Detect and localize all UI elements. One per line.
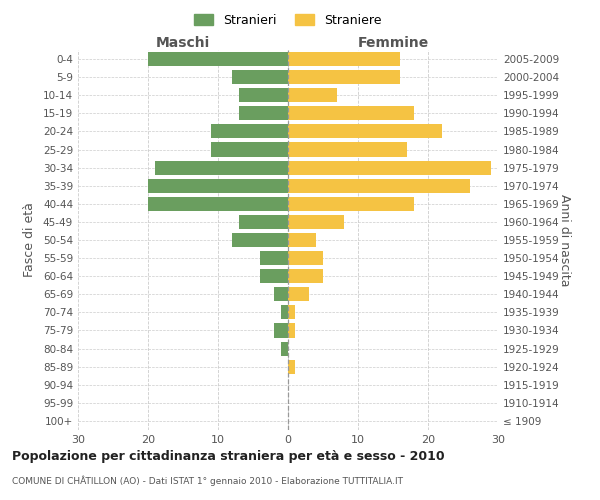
Bar bbox=[288, 215, 344, 229]
Bar bbox=[288, 306, 295, 320]
Bar bbox=[288, 142, 407, 156]
Y-axis label: Anni di nascita: Anni di nascita bbox=[558, 194, 571, 286]
Bar bbox=[281, 306, 288, 320]
Bar bbox=[148, 178, 288, 193]
Bar bbox=[274, 287, 288, 302]
Bar bbox=[288, 70, 400, 84]
Bar bbox=[211, 142, 288, 156]
Bar bbox=[239, 215, 288, 229]
Bar bbox=[288, 269, 323, 283]
Bar bbox=[288, 287, 309, 302]
Text: Maschi: Maschi bbox=[156, 36, 210, 50]
Bar bbox=[155, 160, 288, 174]
Bar bbox=[281, 342, 288, 355]
Text: Femmine: Femmine bbox=[358, 36, 428, 50]
Bar bbox=[239, 88, 288, 102]
Text: Popolazione per cittadinanza straniera per età e sesso - 2010: Popolazione per cittadinanza straniera p… bbox=[12, 450, 445, 463]
Bar bbox=[288, 160, 491, 174]
Bar bbox=[260, 251, 288, 265]
Bar bbox=[288, 124, 442, 138]
Bar bbox=[288, 178, 470, 193]
Text: COMUNE DI CHÂTILLON (AO) - Dati ISTAT 1° gennaio 2010 - Elaborazione TUTTITALIA.: COMUNE DI CHÂTILLON (AO) - Dati ISTAT 1°… bbox=[12, 475, 403, 486]
Bar bbox=[148, 52, 288, 66]
Legend: Stranieri, Straniere: Stranieri, Straniere bbox=[190, 8, 386, 32]
Bar bbox=[211, 124, 288, 138]
Bar bbox=[288, 360, 295, 374]
Bar bbox=[148, 197, 288, 211]
Bar bbox=[288, 88, 337, 102]
Bar bbox=[288, 233, 316, 247]
Bar bbox=[274, 324, 288, 338]
Bar bbox=[232, 233, 288, 247]
Bar bbox=[239, 106, 288, 120]
Bar bbox=[288, 106, 414, 120]
Bar bbox=[288, 251, 323, 265]
Y-axis label: Fasce di età: Fasce di età bbox=[23, 202, 36, 278]
Bar bbox=[288, 52, 400, 66]
Bar bbox=[288, 324, 295, 338]
Bar bbox=[260, 269, 288, 283]
Bar bbox=[232, 70, 288, 84]
Bar bbox=[288, 197, 414, 211]
